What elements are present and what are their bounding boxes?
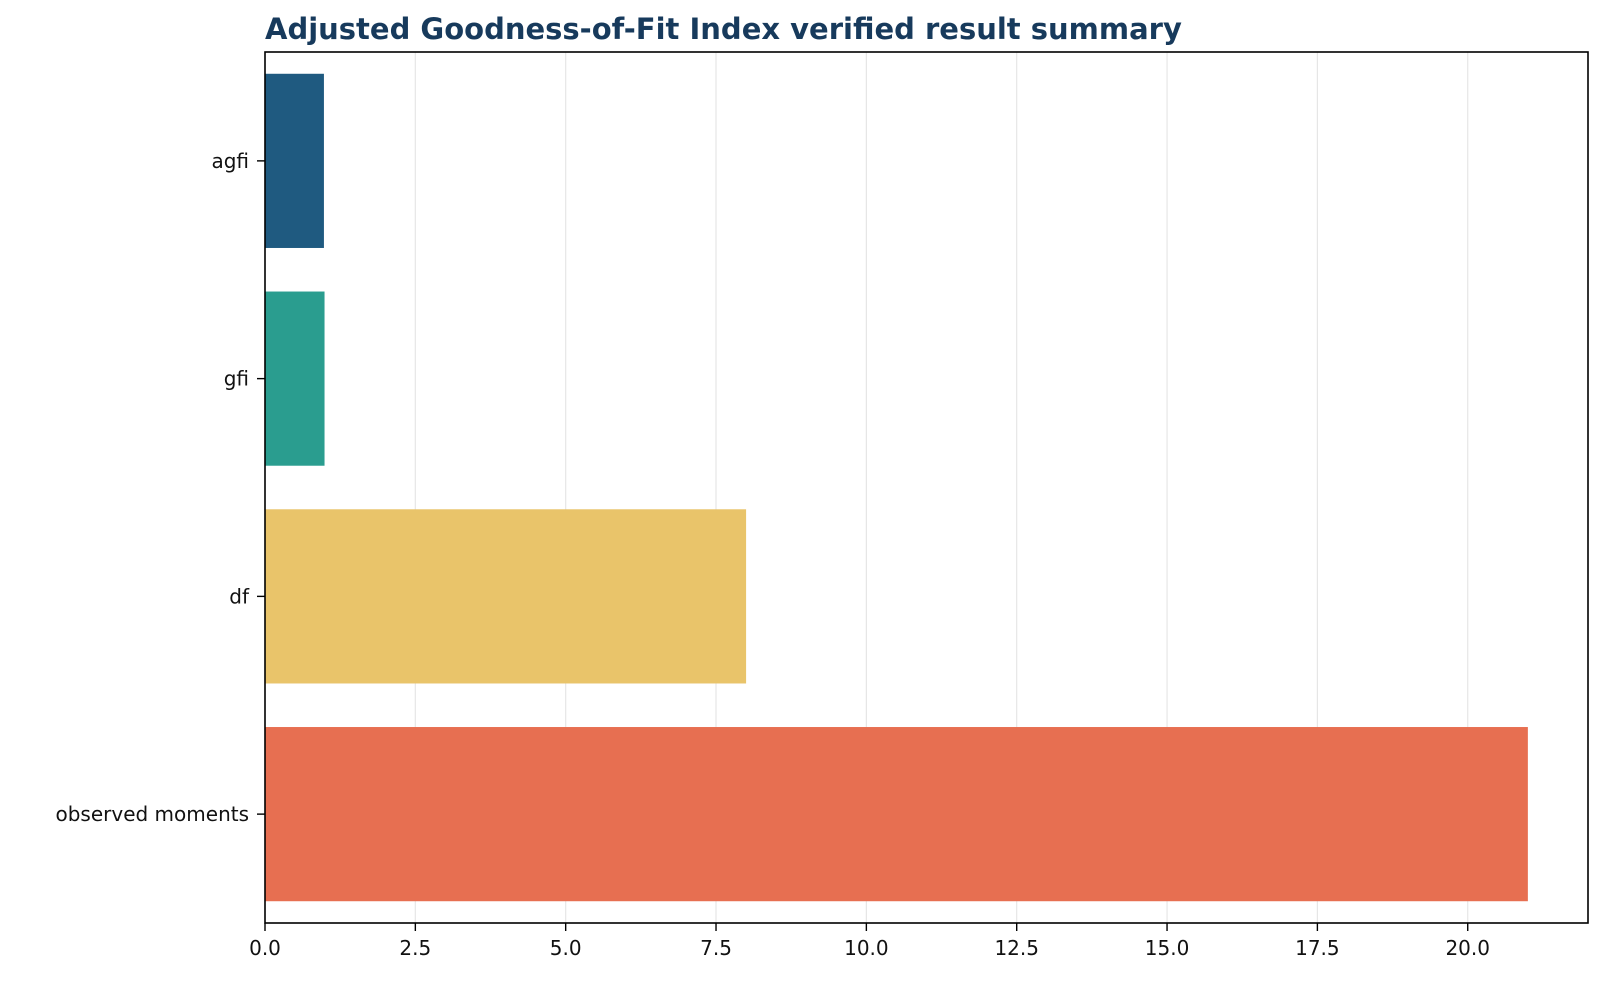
plot-frame — [264, 51, 1589, 924]
y-tick-label: df — [229, 584, 250, 608]
y-axis-ticks: agfi gfi df observed moments — [55, 149, 265, 826]
bar-layer — [265, 73, 1528, 902]
x-tick-label: 0.0 — [249, 936, 281, 960]
x-axis-ticks: 0.0 2.5 5.0 7.5 10.0 12.5 15.0 17.5 20.0 — [249, 923, 1490, 960]
x-tick-label: 7.5 — [700, 936, 732, 960]
bar-observed-moments — [265, 727, 1528, 902]
x-tick-label: 10.0 — [844, 936, 889, 960]
bar-agfi — [265, 73, 324, 248]
x-tick-label: 12.5 — [994, 936, 1039, 960]
y-tick-label: gfi — [224, 367, 249, 391]
x-tick-label: 15.0 — [1145, 936, 1190, 960]
chart-title: Adjusted Goodness-of-Fit Index verified … — [265, 12, 1182, 46]
bar-df — [265, 509, 747, 684]
x-tick-label: 5.0 — [550, 936, 582, 960]
x-tick-label: 17.5 — [1295, 936, 1340, 960]
y-tick-label: observed moments — [55, 802, 249, 826]
y-tick-label: agfi — [211, 149, 249, 173]
grid-layer — [264, 52, 1469, 923]
x-tick-label: 20.0 — [1445, 936, 1490, 960]
bar-gfi — [265, 291, 325, 466]
x-tick-label: 2.5 — [399, 936, 431, 960]
